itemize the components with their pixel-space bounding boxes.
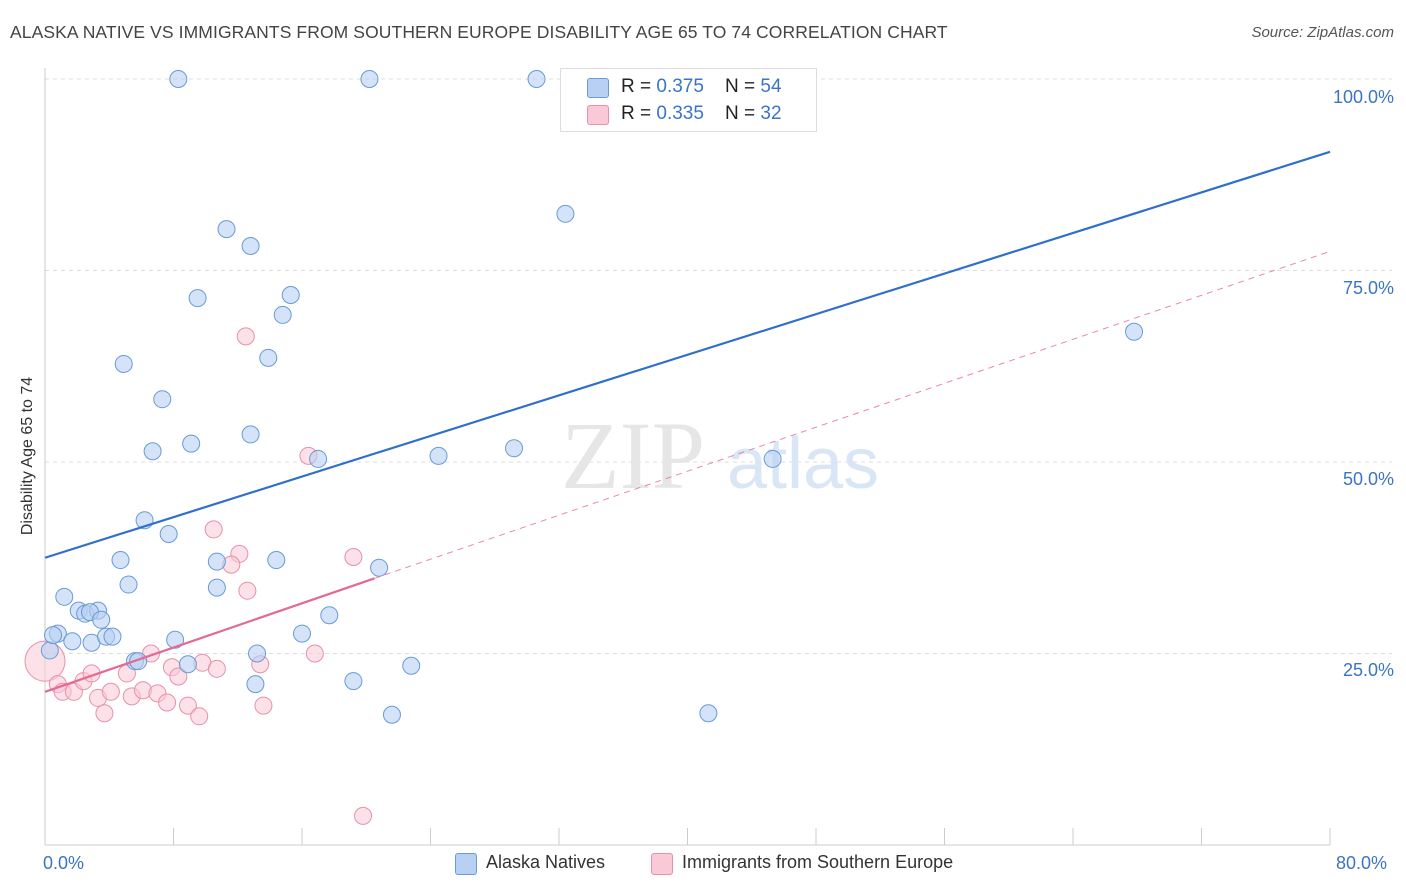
n-label: N =	[725, 103, 761, 124]
blue-point	[103, 627, 122, 646]
blue-point	[114, 354, 133, 373]
watermark: ZIP atlas	[561, 402, 879, 509]
x-tick-label-80: 80.0%	[1336, 853, 1388, 873]
blue-point	[241, 236, 260, 255]
r-label: R =	[621, 76, 657, 97]
legend-swatch-pink	[587, 105, 609, 125]
blue-point	[556, 204, 575, 223]
blue-point	[217, 220, 236, 239]
blue-point	[281, 286, 300, 305]
blue-point	[429, 446, 448, 465]
blue-point	[267, 551, 286, 570]
trend-line-immigrants-extrapolated	[374, 250, 1331, 579]
blue-point	[370, 558, 389, 577]
trend-line-immigrants	[44, 577, 375, 693]
blue-point	[699, 704, 718, 723]
blue-point	[178, 655, 197, 674]
blue-point	[309, 449, 328, 468]
r-value: 0.375	[656, 76, 704, 97]
blue-point	[207, 552, 226, 571]
series-legend: Alaska Natives Immigrants from Southern …	[0, 851, 1406, 879]
source-credit: Source: ZipAtlas.com	[1251, 24, 1394, 41]
watermark-zip: ZIP	[561, 402, 705, 509]
chart-title: ALASKA NATIVE VS IMMIGRANTS FROM SOUTHER…	[10, 22, 948, 42]
y-tick-label-75: 75.0%	[1342, 278, 1394, 298]
trend-lines	[44, 150, 1331, 693]
blue-point	[402, 656, 421, 675]
pink-point	[158, 693, 177, 712]
blue-point	[55, 587, 74, 606]
blue-point	[241, 425, 260, 444]
y-tick-label-100: 100.0%	[1332, 87, 1394, 107]
blue-point	[207, 578, 226, 597]
blue-point	[527, 70, 546, 88]
blue-point	[344, 672, 363, 691]
y-tick-label-25: 25.0%	[1342, 660, 1394, 680]
legend-label: Immigrants from Southern Europe	[682, 852, 954, 872]
pink-point	[204, 520, 223, 539]
legend-stats: R = 0.335 N = 32	[621, 103, 782, 125]
legend-label: Alaska Natives	[486, 852, 606, 872]
blue-point	[1125, 322, 1144, 341]
pink-point	[101, 682, 120, 701]
pink-point	[254, 696, 273, 715]
blue-point	[159, 525, 178, 544]
blue-point	[119, 575, 138, 594]
y-tick-label-50: 50.0%	[1342, 469, 1394, 489]
pink-point	[344, 547, 363, 566]
blue-point	[360, 70, 379, 88]
r-value: 0.335	[656, 103, 704, 124]
blue-point	[40, 641, 59, 660]
blue-point	[188, 289, 207, 308]
pink-point	[169, 667, 188, 686]
blue-point	[382, 705, 401, 724]
blue-point	[153, 390, 172, 409]
blue-point	[111, 551, 130, 570]
trend-line-alaska-natives	[44, 150, 1331, 559]
y-axis-label: Disability Age 65 to 74	[19, 376, 36, 536]
blue-point	[246, 675, 265, 694]
blue-point	[273, 305, 292, 324]
blue-point	[293, 624, 311, 643]
r-label: R =	[621, 103, 657, 124]
pink-point	[190, 707, 209, 726]
blue-point	[248, 644, 267, 663]
correlation-legend: R = 0.375 N = 54 R = 0.335 N = 32	[560, 68, 817, 132]
watermark-atlas: atlas	[727, 424, 879, 504]
x-tick-label-0: 0.0%	[43, 853, 85, 873]
legend-swatch-blue	[455, 853, 477, 875]
pink-point	[207, 659, 226, 678]
blue-point	[92, 610, 111, 629]
pink-point	[95, 704, 114, 723]
legend-swatch-pink	[651, 853, 673, 875]
blue-point	[143, 442, 162, 461]
blue-point	[763, 449, 782, 468]
n-value: 54	[760, 76, 782, 97]
series-immigrants-southern-europe-points	[24, 327, 373, 825]
legend-stats: R = 0.375 N = 54	[621, 76, 782, 98]
blue-point	[63, 632, 82, 651]
series-alaska-natives-points	[40, 70, 1144, 724]
n-value: 32	[760, 103, 782, 124]
pink-point	[305, 644, 324, 663]
pink-point	[178, 696, 197, 715]
blue-point	[259, 348, 278, 367]
pink-point	[236, 327, 255, 346]
axis-layer	[44, 68, 1331, 846]
n-label: N =	[725, 76, 761, 97]
blue-point	[166, 630, 185, 649]
pink-point	[354, 806, 373, 825]
blue-point	[129, 652, 148, 671]
blue-point	[44, 626, 63, 645]
grid-layer	[45, 78, 1392, 654]
legend-swatch-blue	[587, 78, 609, 98]
blue-point	[169, 70, 188, 88]
pink-point	[238, 581, 257, 600]
blue-point	[182, 434, 201, 453]
blue-point	[505, 439, 524, 458]
blue-point	[320, 606, 339, 625]
